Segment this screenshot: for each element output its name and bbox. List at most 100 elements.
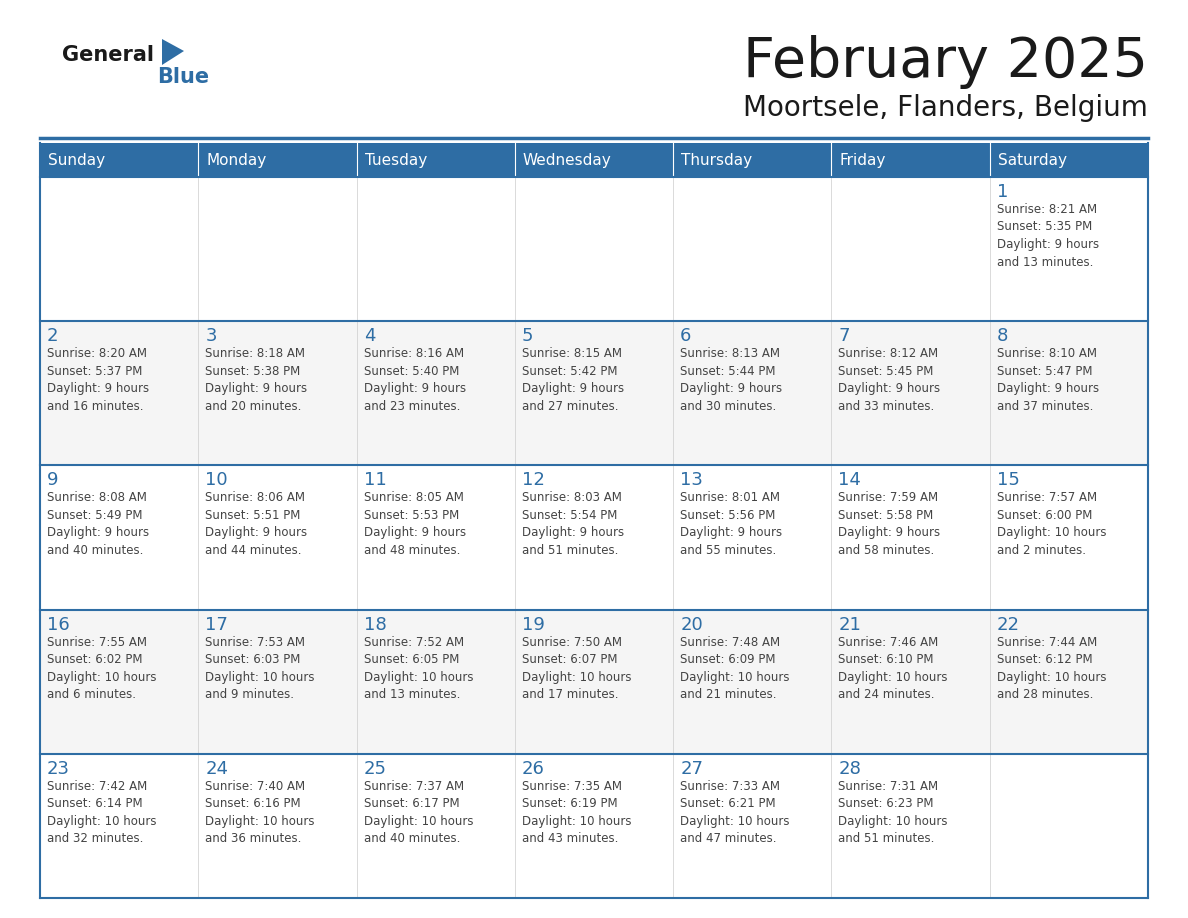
Text: Wednesday: Wednesday [523, 152, 612, 167]
Bar [514, 465, 674, 610]
Text: Blue: Blue [157, 67, 209, 87]
Text: Saturday: Saturday [998, 152, 1067, 167]
Bar [832, 177, 990, 321]
Text: 11: 11 [364, 472, 386, 489]
Polygon shape [162, 39, 184, 65]
Text: Sunday: Sunday [48, 152, 105, 167]
Text: 21: 21 [839, 616, 861, 633]
Bar [40, 754, 198, 898]
Text: Sunrise: 8:15 AM
Sunset: 5:42 PM
Daylight: 9 hours
and 27 minutes.: Sunrise: 8:15 AM Sunset: 5:42 PM Dayligh… [522, 347, 624, 413]
Text: Sunrise: 7:48 AM
Sunset: 6:09 PM
Daylight: 10 hours
and 21 minutes.: Sunrise: 7:48 AM Sunset: 6:09 PM Dayligh… [681, 635, 790, 701]
Bar [40, 177, 198, 321]
Bar [356, 465, 514, 610]
Bar [990, 143, 1148, 177]
Bar [40, 610, 198, 754]
Text: Sunrise: 7:50 AM
Sunset: 6:07 PM
Daylight: 10 hours
and 17 minutes.: Sunrise: 7:50 AM Sunset: 6:07 PM Dayligh… [522, 635, 631, 701]
Bar [198, 321, 356, 465]
Text: Sunrise: 8:18 AM
Sunset: 5:38 PM
Daylight: 9 hours
and 20 minutes.: Sunrise: 8:18 AM Sunset: 5:38 PM Dayligh… [206, 347, 308, 413]
Bar [990, 610, 1148, 754]
Text: 18: 18 [364, 616, 386, 633]
Bar [198, 754, 356, 898]
Text: Sunrise: 8:13 AM
Sunset: 5:44 PM
Daylight: 9 hours
and 30 minutes.: Sunrise: 8:13 AM Sunset: 5:44 PM Dayligh… [681, 347, 782, 413]
Text: Sunrise: 8:01 AM
Sunset: 5:56 PM
Daylight: 9 hours
and 55 minutes.: Sunrise: 8:01 AM Sunset: 5:56 PM Dayligh… [681, 491, 782, 557]
Text: Sunrise: 8:20 AM
Sunset: 5:37 PM
Daylight: 9 hours
and 16 minutes.: Sunrise: 8:20 AM Sunset: 5:37 PM Dayligh… [48, 347, 150, 413]
Text: Sunrise: 7:33 AM
Sunset: 6:21 PM
Daylight: 10 hours
and 47 minutes.: Sunrise: 7:33 AM Sunset: 6:21 PM Dayligh… [681, 779, 790, 845]
Bar [40, 143, 198, 177]
Bar [832, 321, 990, 465]
Bar [198, 143, 356, 177]
Text: 5: 5 [522, 327, 533, 345]
Text: Sunrise: 7:40 AM
Sunset: 6:16 PM
Daylight: 10 hours
and 36 minutes.: Sunrise: 7:40 AM Sunset: 6:16 PM Dayligh… [206, 779, 315, 845]
Text: Sunrise: 7:42 AM
Sunset: 6:14 PM
Daylight: 10 hours
and 32 minutes.: Sunrise: 7:42 AM Sunset: 6:14 PM Dayligh… [48, 779, 157, 845]
Text: Sunrise: 7:59 AM
Sunset: 5:58 PM
Daylight: 9 hours
and 58 minutes.: Sunrise: 7:59 AM Sunset: 5:58 PM Dayligh… [839, 491, 941, 557]
Bar [674, 754, 832, 898]
Text: 28: 28 [839, 760, 861, 778]
Text: February 2025: February 2025 [742, 35, 1148, 89]
Text: Sunrise: 7:37 AM
Sunset: 6:17 PM
Daylight: 10 hours
and 40 minutes.: Sunrise: 7:37 AM Sunset: 6:17 PM Dayligh… [364, 779, 473, 845]
Bar [356, 177, 514, 321]
Bar [40, 465, 198, 610]
Text: 10: 10 [206, 472, 228, 489]
Bar [356, 321, 514, 465]
Bar [514, 610, 674, 754]
Text: 6: 6 [681, 327, 691, 345]
Text: 4: 4 [364, 327, 375, 345]
Bar [832, 465, 990, 610]
Text: 20: 20 [681, 616, 703, 633]
Bar [990, 177, 1148, 321]
Text: Sunrise: 8:05 AM
Sunset: 5:53 PM
Daylight: 9 hours
and 48 minutes.: Sunrise: 8:05 AM Sunset: 5:53 PM Dayligh… [364, 491, 466, 557]
Text: 15: 15 [997, 472, 1019, 489]
Bar [674, 177, 832, 321]
Text: 25: 25 [364, 760, 386, 778]
Text: Sunrise: 7:46 AM
Sunset: 6:10 PM
Daylight: 10 hours
and 24 minutes.: Sunrise: 7:46 AM Sunset: 6:10 PM Dayligh… [839, 635, 948, 701]
Bar [990, 754, 1148, 898]
Bar [514, 754, 674, 898]
Bar [514, 143, 674, 177]
Bar [198, 610, 356, 754]
Text: Sunrise: 7:57 AM
Sunset: 6:00 PM
Daylight: 10 hours
and 2 minutes.: Sunrise: 7:57 AM Sunset: 6:00 PM Dayligh… [997, 491, 1106, 557]
Text: Sunrise: 8:08 AM
Sunset: 5:49 PM
Daylight: 9 hours
and 40 minutes.: Sunrise: 8:08 AM Sunset: 5:49 PM Dayligh… [48, 491, 150, 557]
Bar [40, 321, 198, 465]
Text: 16: 16 [48, 616, 70, 633]
Text: Thursday: Thursday [681, 152, 752, 167]
Bar [514, 321, 674, 465]
Text: General: General [62, 45, 154, 65]
Text: 1: 1 [997, 183, 1009, 201]
Text: Sunrise: 7:55 AM
Sunset: 6:02 PM
Daylight: 10 hours
and 6 minutes.: Sunrise: 7:55 AM Sunset: 6:02 PM Dayligh… [48, 635, 157, 701]
Text: 23: 23 [48, 760, 70, 778]
Text: 14: 14 [839, 472, 861, 489]
Text: Sunrise: 7:44 AM
Sunset: 6:12 PM
Daylight: 10 hours
and 28 minutes.: Sunrise: 7:44 AM Sunset: 6:12 PM Dayligh… [997, 635, 1106, 701]
Text: Sunrise: 8:12 AM
Sunset: 5:45 PM
Daylight: 9 hours
and 33 minutes.: Sunrise: 8:12 AM Sunset: 5:45 PM Dayligh… [839, 347, 941, 413]
Text: Monday: Monday [207, 152, 266, 167]
Text: 3: 3 [206, 327, 216, 345]
Bar [674, 321, 832, 465]
Text: Sunrise: 7:53 AM
Sunset: 6:03 PM
Daylight: 10 hours
and 9 minutes.: Sunrise: 7:53 AM Sunset: 6:03 PM Dayligh… [206, 635, 315, 701]
Bar [198, 177, 356, 321]
Text: 13: 13 [681, 472, 703, 489]
Text: Sunrise: 8:03 AM
Sunset: 5:54 PM
Daylight: 9 hours
and 51 minutes.: Sunrise: 8:03 AM Sunset: 5:54 PM Dayligh… [522, 491, 624, 557]
Text: Sunrise: 8:06 AM
Sunset: 5:51 PM
Daylight: 9 hours
and 44 minutes.: Sunrise: 8:06 AM Sunset: 5:51 PM Dayligh… [206, 491, 308, 557]
Text: 24: 24 [206, 760, 228, 778]
Bar [514, 177, 674, 321]
Bar [356, 754, 514, 898]
Text: 7: 7 [839, 327, 849, 345]
Text: Sunrise: 8:21 AM
Sunset: 5:35 PM
Daylight: 9 hours
and 13 minutes.: Sunrise: 8:21 AM Sunset: 5:35 PM Dayligh… [997, 203, 1099, 268]
Text: Sunrise: 7:31 AM
Sunset: 6:23 PM
Daylight: 10 hours
and 51 minutes.: Sunrise: 7:31 AM Sunset: 6:23 PM Dayligh… [839, 779, 948, 845]
Text: 17: 17 [206, 616, 228, 633]
Text: Moortsele, Flanders, Belgium: Moortsele, Flanders, Belgium [744, 94, 1148, 122]
Text: 2: 2 [48, 327, 58, 345]
Bar [356, 143, 514, 177]
Bar [832, 754, 990, 898]
Text: 12: 12 [522, 472, 545, 489]
Bar [832, 143, 990, 177]
Bar [832, 610, 990, 754]
Bar [990, 321, 1148, 465]
Text: 8: 8 [997, 327, 1009, 345]
Text: Sunrise: 7:35 AM
Sunset: 6:19 PM
Daylight: 10 hours
and 43 minutes.: Sunrise: 7:35 AM Sunset: 6:19 PM Dayligh… [522, 779, 631, 845]
Text: Friday: Friday [840, 152, 886, 167]
Text: 19: 19 [522, 616, 545, 633]
Bar [990, 465, 1148, 610]
Text: Sunrise: 8:10 AM
Sunset: 5:47 PM
Daylight: 9 hours
and 37 minutes.: Sunrise: 8:10 AM Sunset: 5:47 PM Dayligh… [997, 347, 1099, 413]
Bar [674, 143, 832, 177]
Text: 26: 26 [522, 760, 545, 778]
